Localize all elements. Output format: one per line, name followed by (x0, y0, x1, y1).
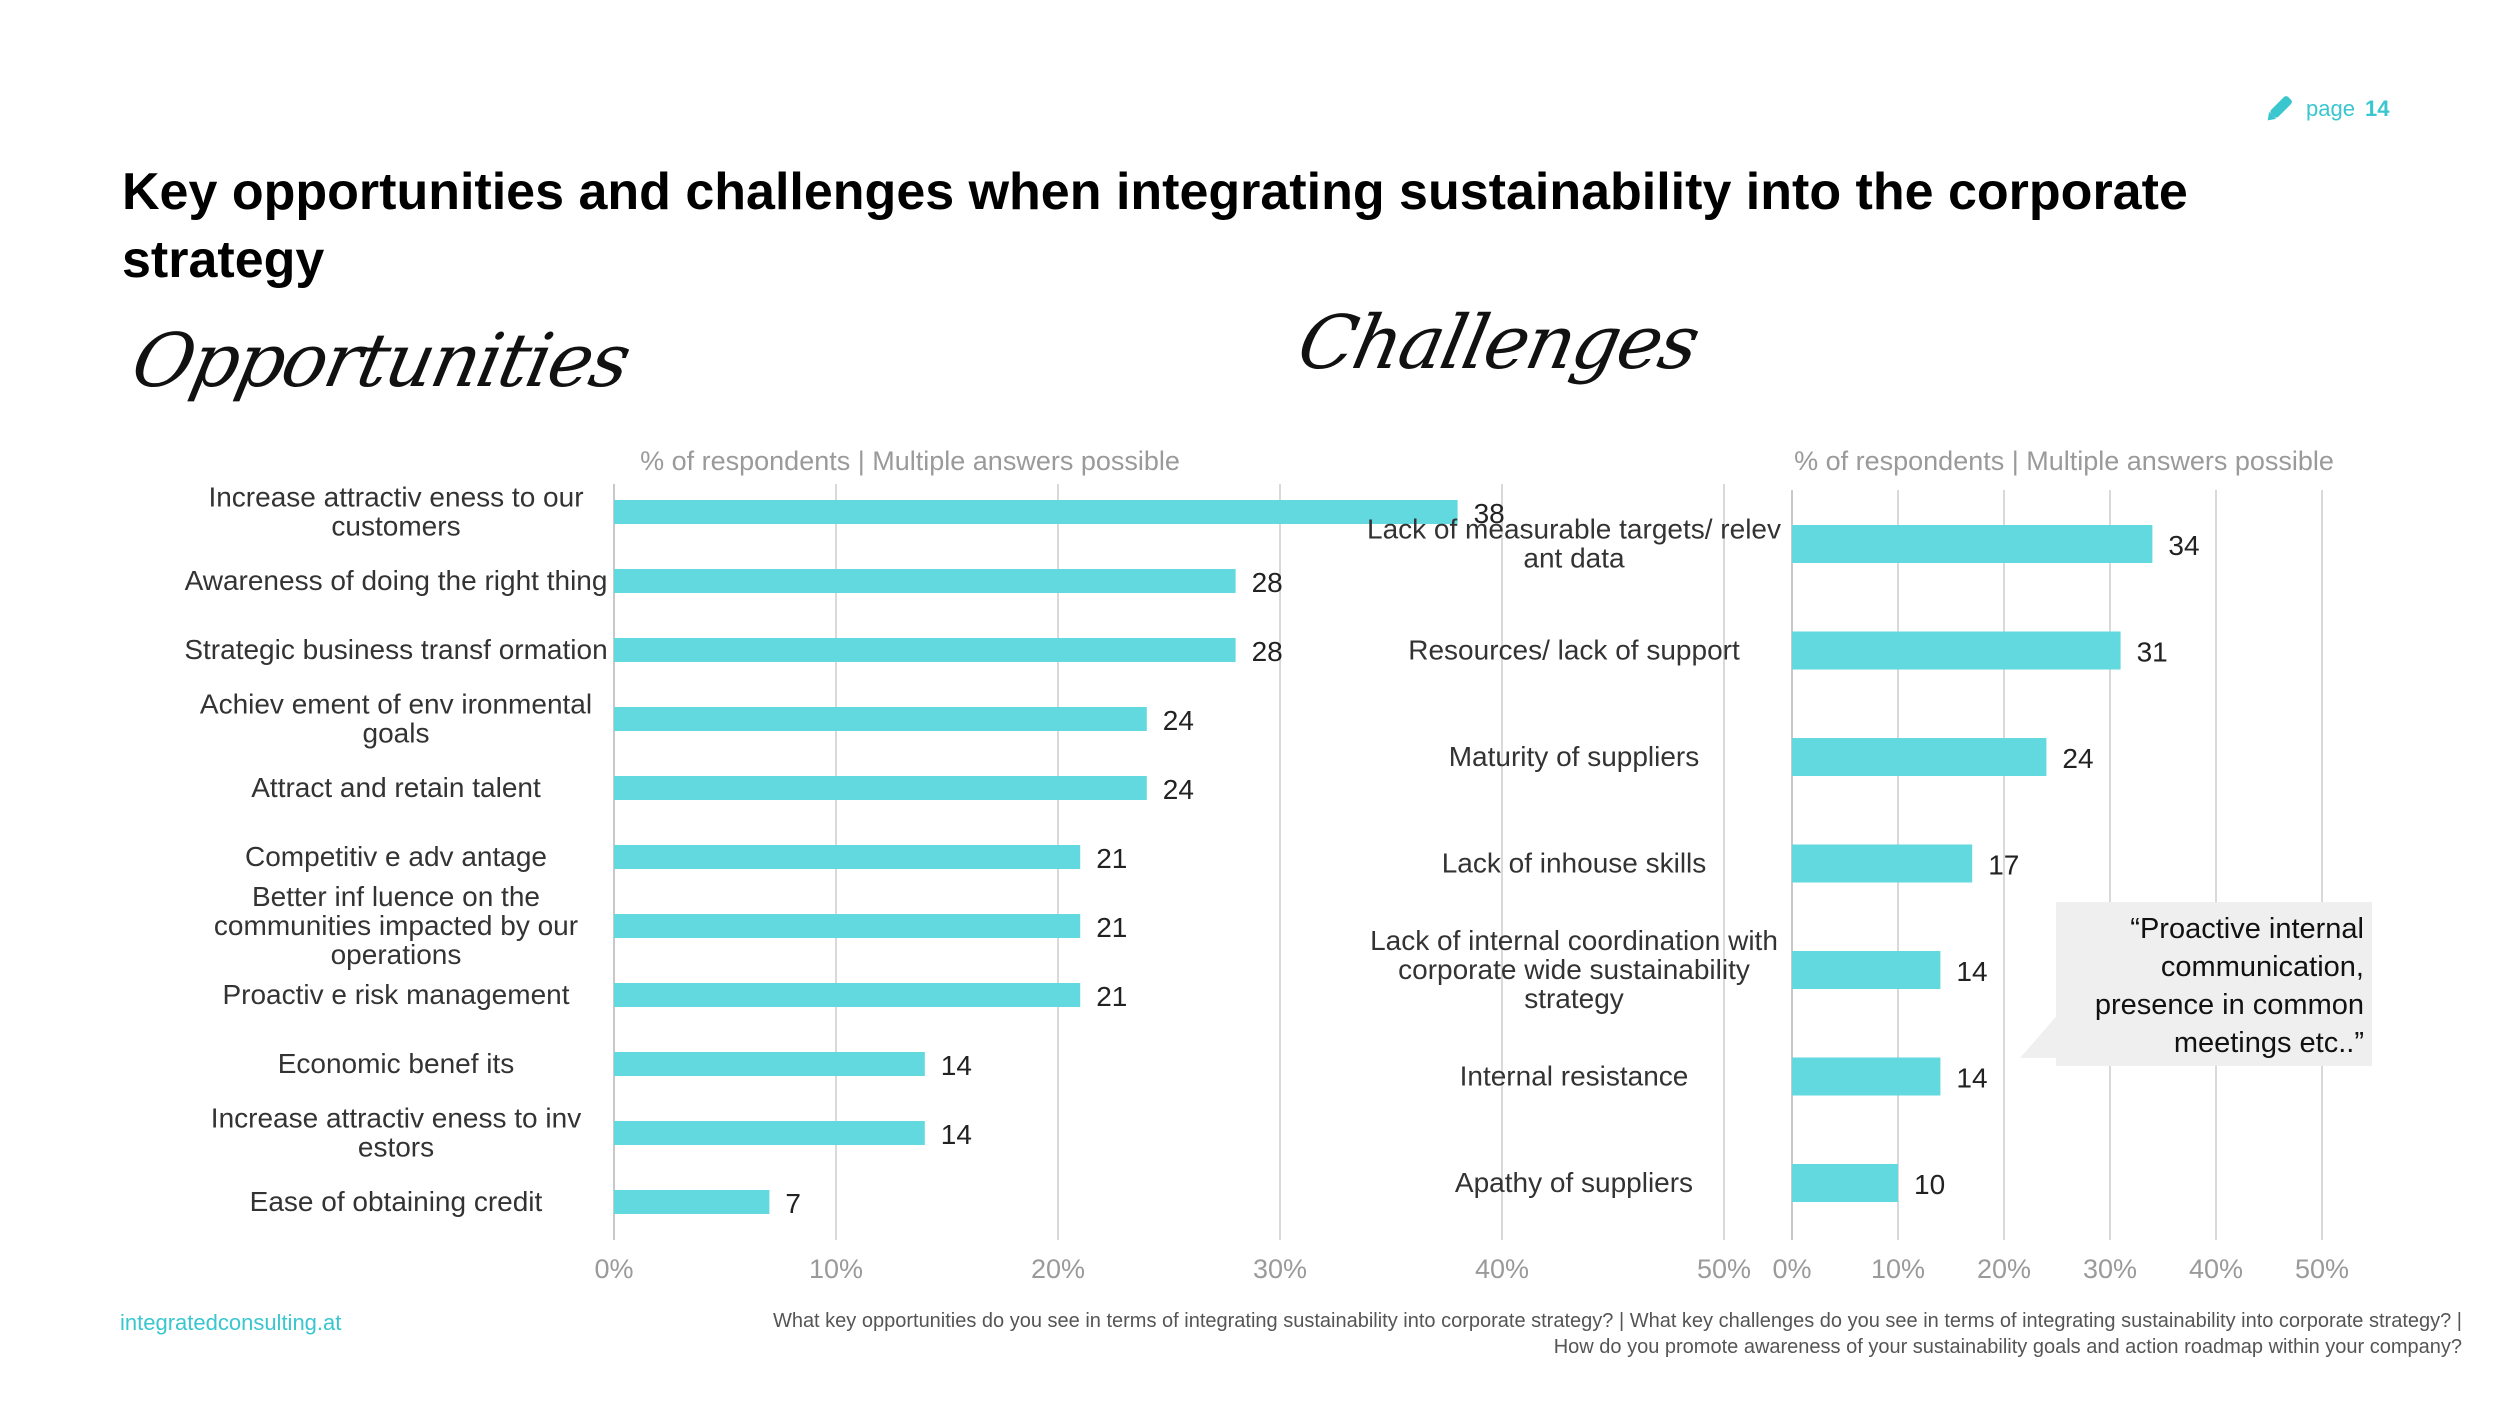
opportunities-bar (614, 707, 1147, 731)
opportunities-data-label: 28 (1252, 636, 1283, 667)
opportunities-x-tick-label: 0% (594, 1254, 633, 1284)
opportunities-x-tick-label: 20% (1031, 1254, 1085, 1284)
challenges-x-tick-label: 50% (2295, 1254, 2349, 1284)
opportunities-bar (614, 569, 1236, 593)
opportunities-data-label: 24 (1163, 705, 1194, 736)
opportunities-bar (614, 500, 1458, 524)
challenges-category-label: Lack of measurable targets/ relev ant dat… (1367, 514, 1781, 574)
opportunities-category-label: Proactiv e risk management (222, 979, 569, 1010)
opportunities-bar (614, 983, 1081, 1007)
challenges-category-label: Maturity of suppliers (1449, 741, 1700, 772)
challenges-x-tick-label: 0% (1772, 1254, 1811, 1284)
page-indicator: page 14 (2262, 92, 2389, 126)
challenges-data-label: 31 (2137, 637, 2168, 668)
challenges-category-label: Lack of inhouse skills (1442, 848, 1707, 879)
page-number: 14 (2364, 96, 2390, 121)
challenges-data-label: 17 (1988, 850, 2019, 881)
opportunities-data-label: 24 (1163, 774, 1194, 805)
opportunities-data-label: 38 (1474, 498, 1505, 529)
challenges-bar (1792, 1057, 1941, 1096)
opportunities-bar (614, 1052, 925, 1076)
opportunities-bar (614, 914, 1081, 938)
challenges-bar (1792, 1164, 1898, 1202)
page-label: page (2306, 96, 2355, 121)
opportunities-data-label: 21 (1096, 981, 1127, 1012)
opportunities-data-label: 21 (1096, 912, 1127, 943)
opportunities-x-tick-label: 50% (1697, 1254, 1751, 1284)
opportunities-data-label: 14 (941, 1119, 972, 1150)
opportunities-category-label: Strategic business transf ormation (184, 634, 607, 665)
challenges-data-label: 14 (1956, 956, 1987, 987)
challenges-x-tick-label: 20% (1977, 1254, 2031, 1284)
opportunities-x-tick-label: 10% (809, 1254, 863, 1284)
opportunities-data-label: 21 (1096, 843, 1127, 874)
page-title: Key opportunities and challenges when in… (122, 163, 2188, 289)
opportunities-category-label: Better inf luence on the communities impa… (214, 881, 578, 970)
opportunities-category-label: Ease of obtaining credit (250, 1186, 543, 1217)
challenges-bar (1792, 631, 2121, 670)
quote-tail (2020, 1012, 2060, 1058)
challenges-data-label: 14 (1956, 1063, 1987, 1094)
opportunities-category-label: Awareness of doing the right thing (185, 565, 608, 596)
challenges-category-label: Lack of internal coordination with corpor… (1370, 925, 1778, 1014)
challenges-x-tick-label: 10% (1871, 1254, 1925, 1284)
challenges-x-tick-label: 40% (2189, 1254, 2243, 1284)
opportunities-x-tick-label: 30% (1253, 1254, 1307, 1284)
opportunities-category-label: Economic benef its (278, 1048, 515, 1079)
opportunities-category-label: Attract and retain talent (251, 772, 541, 803)
challenges-category-label: Resources/ lack of support (1408, 635, 1740, 666)
challenges-data-label: 34 (2168, 530, 2199, 561)
opportunities-category-label: Achiev ement of env ironmental goals (200, 689, 592, 749)
challenges-bar (1792, 951, 1941, 989)
opportunities-data-label: 14 (941, 1050, 972, 1081)
opportunities-category-label: Increase attractiv eness to our customers (208, 482, 583, 542)
challenges-bar (1792, 738, 2047, 776)
challenges-chart-subtitle: % of respondents | Multiple answers poss… (1794, 446, 2334, 476)
opportunities-category-label: Increase attractiv eness to inv estors (211, 1103, 581, 1163)
opportunities-x-tick-label: 40% (1475, 1254, 1529, 1284)
opportunities-bar (614, 776, 1147, 800)
challenges-category-label: Apathy of suppliers (1455, 1167, 1693, 1198)
opportunities-bar (614, 1190, 770, 1214)
challenges-bar (1792, 844, 1973, 883)
footer-question-line-1: What key opportunities do you see in ter… (772, 1310, 2462, 1332)
quote-callout: “Proactive internal communication, prese… (2056, 902, 2372, 1066)
challenges-category-label: Internal resistance (1460, 1061, 1689, 1092)
opportunities-data-label: 7 (785, 1188, 801, 1219)
opportunities-chart-subtitle: % of respondents | Multiple answers poss… (640, 446, 1180, 476)
challenges-data-label: 24 (2062, 743, 2093, 774)
challenges-bar (1792, 525, 2153, 563)
footer-survey-questions: What key opportunities do you see in ter… (562, 1308, 2462, 1360)
challenges-x-tick-label: 30% (2083, 1254, 2137, 1284)
opportunities-data-label: 28 (1252, 567, 1283, 598)
pencil-icon (2267, 96, 2292, 121)
challenges-data-label: 10 (1914, 1169, 1945, 1200)
footer-website[interactable]: integratedconsulting.at (120, 1310, 342, 1335)
opportunities-bar (614, 638, 1236, 662)
footer-question-line-2: How do you promote awareness of your sus… (1553, 1336, 2462, 1358)
opportunities-category-label: Competitiv e adv antage (245, 841, 547, 872)
opportunities-bar (614, 1121, 925, 1145)
opportunities-bar (614, 845, 1081, 869)
